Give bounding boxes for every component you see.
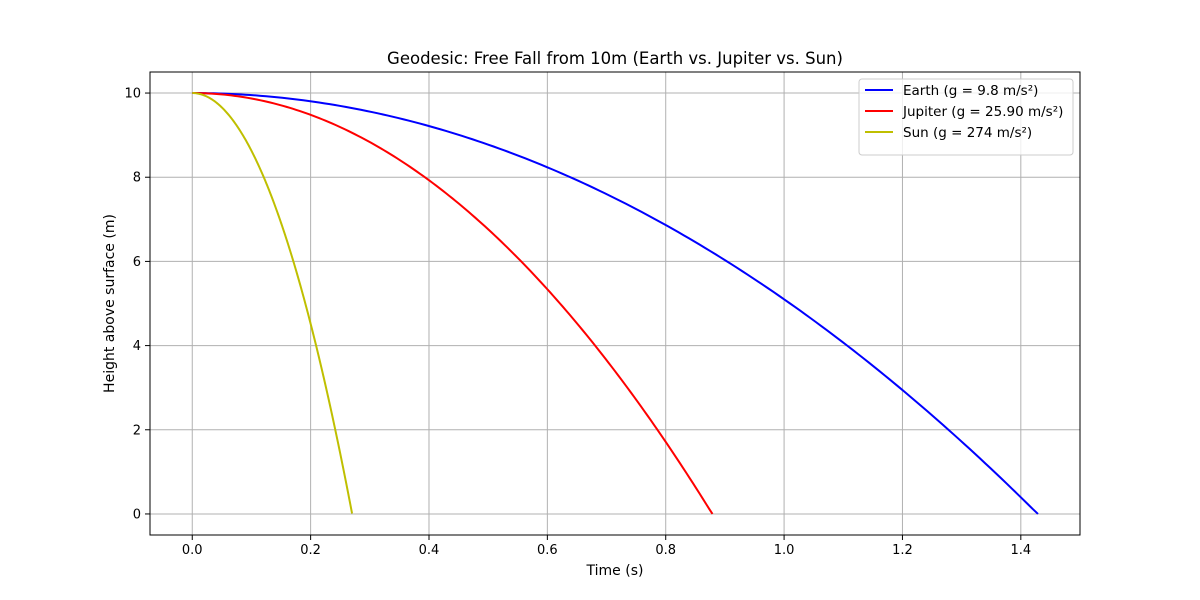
x-tick-label: 0.2 <box>300 543 321 558</box>
y-tick-label: 0 <box>133 507 141 522</box>
x-axis: 0.0 0.2 0.4 0.6 0.8 1.0 1.2 1.4 <box>182 535 1031 558</box>
x-tick-label: 0.8 <box>655 543 676 558</box>
y-axis: 0 2 4 6 8 10 <box>124 87 150 522</box>
x-tick-label: 1.2 <box>892 543 913 558</box>
chart-title: Geodesic: Free Fall from 10m (Earth vs. … <box>387 49 843 68</box>
y-tick-label: 2 <box>133 423 141 438</box>
legend-label: Jupiter (g = 25.90 m/s²) <box>902 104 1063 120</box>
x-tick-label: 0.4 <box>419 543 440 558</box>
x-tick-label: 0.0 <box>182 543 203 558</box>
y-tick-label: 10 <box>124 87 141 102</box>
x-tick-label: 1.0 <box>774 543 795 558</box>
legend-label: Sun (g = 274 m/s²) <box>903 125 1032 141</box>
legend-box <box>858 78 1074 156</box>
series-line-0 <box>192 92 1039 515</box>
y-tick-label: 4 <box>133 339 141 354</box>
x-tick-label: 0.6 <box>537 543 558 558</box>
y-tick-label: 6 <box>133 255 141 270</box>
series-line-2 <box>192 92 354 514</box>
x-axis-label: Time (s) <box>586 563 644 579</box>
plot-frame <box>149 71 1081 536</box>
legend-label: Earth (g = 9.8 m/s²) <box>903 83 1038 99</box>
x-tick-label: 1.4 <box>1010 543 1031 558</box>
series-group <box>192 92 1039 515</box>
series-line-1 <box>192 92 714 515</box>
legend: Earth (g = 9.8 m/s²) Jupiter (g = 25.90 m… <box>858 78 1074 156</box>
y-tick-label: 8 <box>133 171 141 186</box>
y-axis-label: Height above surface (m) <box>102 214 118 393</box>
